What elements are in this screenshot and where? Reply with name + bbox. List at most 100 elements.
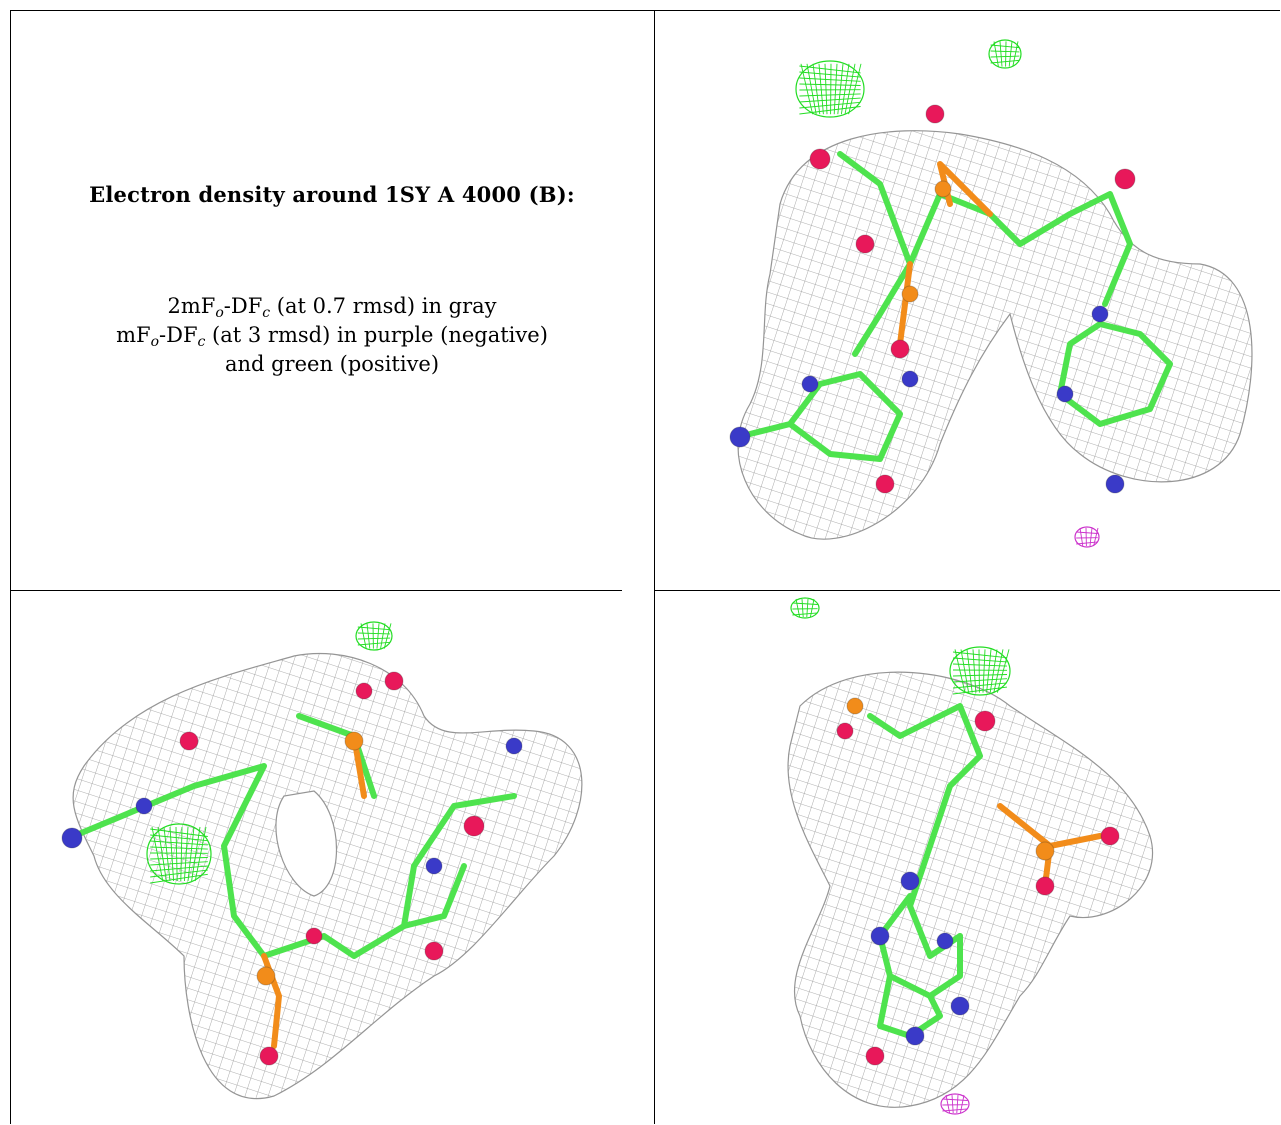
positive-difference-density-strand: [799, 83, 861, 86]
nitrogen-atom: [729, 426, 751, 448]
negative-difference-density: [940, 1093, 970, 1115]
positive-difference-density-strand: [799, 106, 861, 115]
nitrogen-atom: [1056, 385, 1074, 403]
oxygen-atom: [179, 731, 199, 751]
oxygen-atom: [865, 1046, 885, 1066]
positive-difference-density-strand: [150, 873, 208, 884]
positive-difference-density-strand: [848, 63, 862, 115]
positive-difference-density-strand: [840, 63, 850, 115]
nitrogen-atom: [1091, 305, 1109, 323]
caption-legend: 2mFo-DFc (at 0.7 rmsd) in gray mFo-DFc (…: [22, 292, 642, 379]
positive-difference-density-strand: [952, 686, 1008, 695]
nitrogen-atom: [505, 737, 523, 755]
negative-difference-density-outline: [1074, 526, 1100, 548]
positive-difference-density-strand: [972, 649, 977, 693]
nitrogen-atom: [905, 1026, 925, 1046]
table-border-top: [10, 10, 1280, 11]
positive-difference-density-strand: [954, 649, 966, 693]
legend-line-fo: mFo-DFc (at 3 rmsd) in purple (negative): [116, 323, 548, 350]
positive-difference-density-strand: [380, 623, 386, 649]
negative-difference-density: [1074, 526, 1100, 548]
nitrogen-atom: [1105, 474, 1125, 494]
positive-difference-density-strand: [799, 65, 861, 74]
positive-difference-density: [355, 621, 393, 651]
positive-difference-density-strand: [990, 55, 1020, 58]
positive-difference-density-strand: [150, 846, 208, 850]
positive-difference-density-strand: [150, 840, 208, 846]
positive-difference-density-strand: [996, 649, 1010, 693]
negative-difference-density-strand: [1093, 527, 1099, 547]
caption-cell: Electron density around 1SY A 4000 (B): …: [22, 10, 642, 580]
oxygen-atom: [890, 339, 910, 359]
positive-difference-density-outline: [988, 39, 1022, 69]
positive-difference-density-strand: [986, 649, 992, 693]
positive-difference-density-strand: [376, 623, 380, 649]
positive-difference-density-strand: [792, 612, 818, 616]
density-view-bottom-right: [660, 596, 1276, 1122]
positive-difference-density: [949, 646, 1011, 696]
phosphorus-atom: [846, 697, 864, 715]
oxygen-atom: [809, 148, 831, 170]
nitrogen-atom: [61, 827, 83, 849]
positive-difference-density-strand: [806, 63, 817, 115]
positive-difference-density-strand: [799, 71, 861, 78]
positive-difference-density-strand: [799, 97, 861, 103]
positive-difference-density-strand: [952, 657, 1008, 663]
oxygen-atom: [1100, 826, 1120, 846]
negative-difference-density-strand: [1089, 527, 1093, 547]
base-ring-2: [1057, 321, 1173, 427]
positive-difference-density-strand: [966, 649, 973, 693]
positive-difference-density-outline: [795, 60, 865, 118]
positive-difference-density-strand: [357, 637, 391, 640]
oxygen-atom: [305, 927, 323, 945]
positive-difference-density-strand: [150, 828, 208, 837]
oxygen-atom: [384, 671, 404, 691]
positive-difference-density-strand: [818, 63, 824, 115]
positive-difference-density-outline: [790, 597, 820, 619]
positive-difference-density-outline: [146, 823, 212, 885]
oxygen-atom: [463, 815, 485, 837]
positive-difference-density-strand: [952, 651, 1008, 659]
base-ring-1: [787, 371, 903, 462]
positive-difference-density: [988, 39, 1022, 69]
positive-difference-density-strand: [799, 93, 861, 97]
nitrogen-atom: [801, 375, 819, 393]
positive-difference-density-strand: [990, 50, 1020, 53]
table-border-middle: [654, 10, 655, 1124]
positive-difference-density: [790, 597, 820, 619]
table-row-divider-right: [654, 590, 1280, 591]
positive-difference-density-strand: [366, 623, 371, 649]
positive-difference-density-strand: [1008, 41, 1013, 67]
positive-difference-density-strand: [169, 826, 175, 882]
positive-difference-density-strand: [952, 678, 1008, 683]
oxygen-atom: [355, 682, 373, 700]
oxygen-atom: [875, 474, 895, 494]
backbone-bonds: [867, 703, 983, 849]
positive-difference-density-strand: [150, 834, 208, 842]
density-figure-3: [787, 597, 1153, 1115]
positive-difference-density-strand: [357, 632, 391, 635]
negative-difference-density-strand: [956, 1094, 959, 1114]
base-bonds: [401, 863, 467, 929]
nitrogen-atom: [135, 797, 153, 815]
positive-difference-density-outline: [355, 621, 393, 651]
positive-difference-density-strand: [150, 861, 208, 866]
positive-difference-density-strand: [383, 623, 392, 649]
positive-difference-density-strand: [990, 59, 1020, 64]
positive-difference-density-strand: [357, 626, 391, 631]
positive-difference-density-strand: [952, 674, 1008, 677]
positive-difference-density-strand: [150, 869, 208, 878]
oxygen-atom: [1114, 168, 1136, 190]
positive-difference-density-strand: [990, 44, 1020, 49]
positive-difference-density-outline: [949, 646, 1011, 696]
oxygen-atom: [855, 234, 875, 254]
nitrogen-atom: [870, 926, 890, 946]
table-row-divider-left: [10, 590, 622, 591]
negative-difference-density-strand: [942, 1098, 968, 1101]
phosphorus-atom: [901, 285, 919, 303]
nitrogen-atom: [936, 932, 954, 950]
positive-difference-density: [795, 60, 865, 118]
positive-difference-density-strand: [357, 641, 391, 646]
positive-difference-density-strand: [809, 598, 815, 618]
density-figure-2: [61, 621, 583, 1099]
